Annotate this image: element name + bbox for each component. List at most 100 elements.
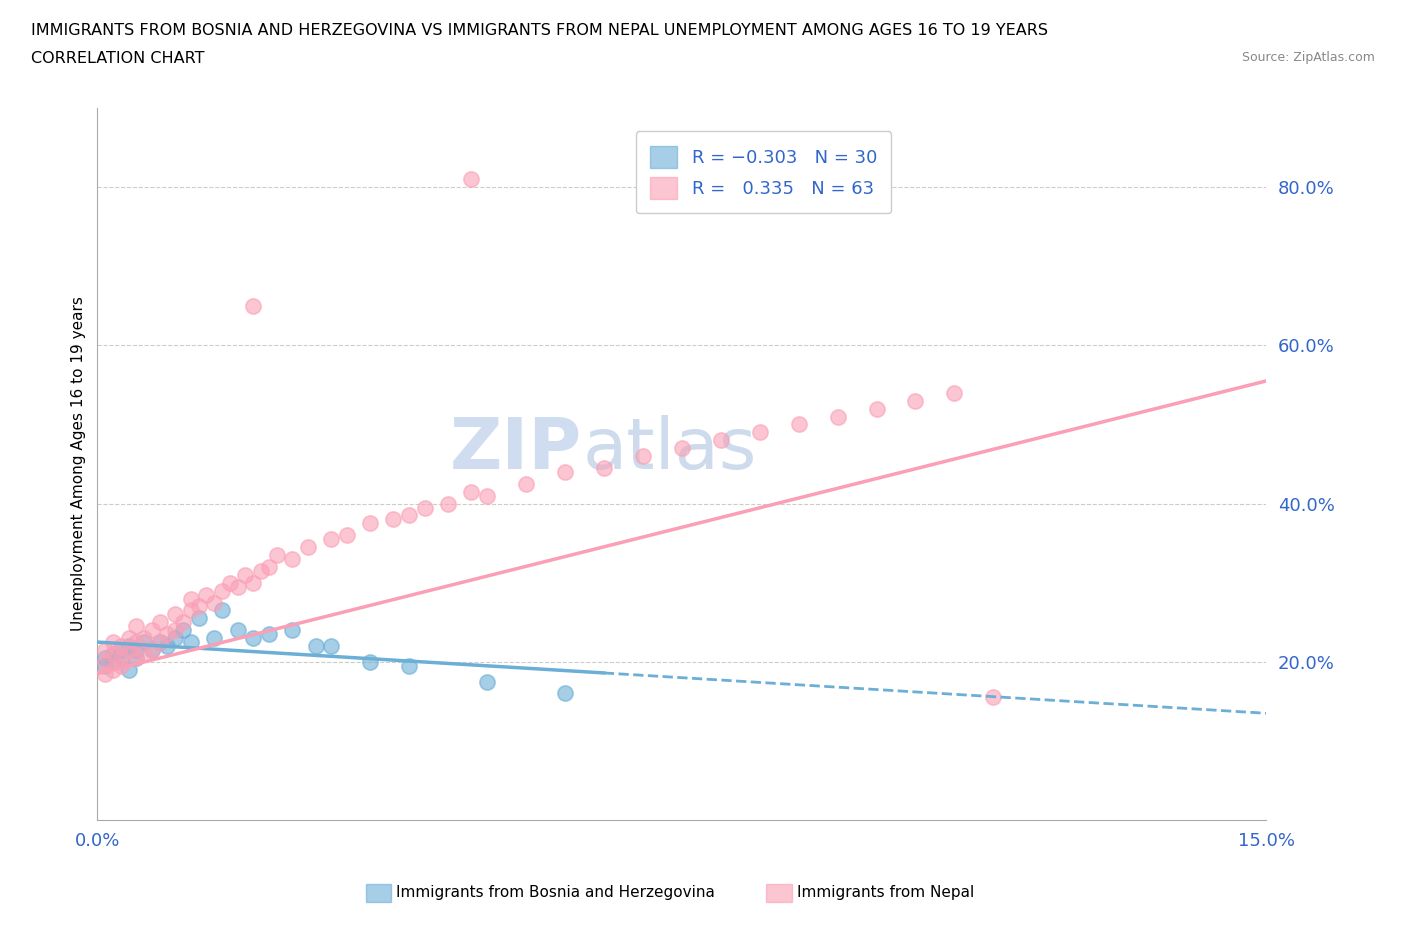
Point [94, 666, 117, 681]
Point [110, 643, 132, 658]
Point [475, 488, 498, 503]
Point [110, 658, 132, 673]
Point [165, 623, 187, 638]
Point [554, 464, 576, 479]
Point [141, 643, 163, 658]
Point [398, 658, 420, 673]
Point [865, 401, 887, 416]
Point [125, 618, 148, 633]
Point [156, 639, 179, 654]
Point [110, 650, 132, 665]
Y-axis label: Unemployment Among Ages 16 to 19 years: Unemployment Among Ages 16 to 19 years [72, 297, 86, 631]
Point [94, 658, 117, 673]
Point [787, 417, 810, 432]
Point [110, 650, 132, 665]
Point [460, 485, 482, 499]
Point [211, 583, 233, 598]
Point [336, 528, 359, 543]
Point [180, 591, 202, 606]
Text: Source: ZipAtlas.com: Source: ZipAtlas.com [1241, 51, 1375, 64]
Point [983, 690, 1005, 705]
Point [101, 634, 124, 649]
Point [94, 650, 117, 665]
Point [125, 634, 148, 649]
Point [117, 662, 139, 677]
Point [202, 631, 225, 645]
Text: IMMIGRANTS FROM BOSNIA AND HERZEGOVINA VS IMMIGRANTS FROM NEPAL UNEMPLOYMENT AMO: IMMIGRANTS FROM BOSNIA AND HERZEGOVINA V… [31, 23, 1047, 38]
Point [748, 425, 770, 440]
Point [460, 172, 482, 187]
Text: Immigrants from Bosnia and Herzegovina: Immigrants from Bosnia and Herzegovina [396, 885, 716, 900]
Point [132, 634, 155, 649]
Point [172, 615, 194, 630]
Point [141, 623, 163, 638]
Point [592, 460, 614, 475]
Point [218, 576, 240, 591]
Point [125, 650, 148, 665]
Legend: R = −0.303   N = 30, R =   0.335   N = 63: R = −0.303 N = 30, R = 0.335 N = 63 [636, 131, 891, 213]
Point [437, 497, 460, 512]
Point [165, 631, 187, 645]
Point [149, 615, 172, 630]
Point [235, 567, 257, 582]
Point [398, 508, 420, 523]
Point [250, 564, 273, 578]
Text: atlas: atlas [582, 416, 756, 485]
Point [101, 655, 124, 670]
Point [211, 603, 233, 618]
Point [242, 576, 264, 591]
Point [304, 639, 326, 654]
Text: ZIP: ZIP [450, 416, 582, 485]
Point [110, 639, 132, 654]
Point [827, 409, 849, 424]
Point [180, 603, 202, 618]
Point [101, 646, 124, 661]
Point [125, 650, 148, 665]
Point [187, 611, 209, 626]
Point [149, 634, 172, 649]
Point [149, 634, 172, 649]
Point [101, 662, 124, 677]
Point [631, 448, 654, 463]
Point [117, 643, 139, 658]
Point [180, 634, 202, 649]
Point [202, 595, 225, 610]
Point [671, 441, 693, 456]
Text: Immigrants from Nepal: Immigrants from Nepal [797, 885, 974, 900]
Point [319, 532, 342, 547]
Point [359, 516, 381, 531]
Point [359, 655, 381, 670]
Point [413, 500, 436, 515]
Point [165, 607, 187, 622]
Point [117, 631, 139, 645]
Point [132, 631, 155, 645]
Point [187, 599, 209, 614]
Point [382, 512, 405, 527]
Point [195, 587, 218, 602]
Point [125, 643, 148, 658]
Point [710, 432, 733, 447]
Point [94, 655, 117, 670]
Point [94, 643, 117, 658]
Point [904, 393, 927, 408]
Point [266, 548, 288, 563]
Point [554, 686, 576, 701]
Point [242, 299, 264, 313]
Point [156, 627, 179, 642]
Point [515, 476, 537, 491]
Point [943, 385, 966, 400]
Text: CORRELATION CHART: CORRELATION CHART [31, 51, 204, 66]
Point [281, 623, 304, 638]
Point [226, 623, 249, 638]
Point [257, 627, 280, 642]
Point [242, 631, 264, 645]
Point [172, 623, 194, 638]
Point [257, 560, 280, 575]
Point [281, 551, 304, 566]
Point [475, 674, 498, 689]
Point [101, 646, 124, 661]
Point [226, 579, 249, 594]
Point [117, 639, 139, 654]
Point [319, 639, 342, 654]
Point [297, 539, 319, 554]
